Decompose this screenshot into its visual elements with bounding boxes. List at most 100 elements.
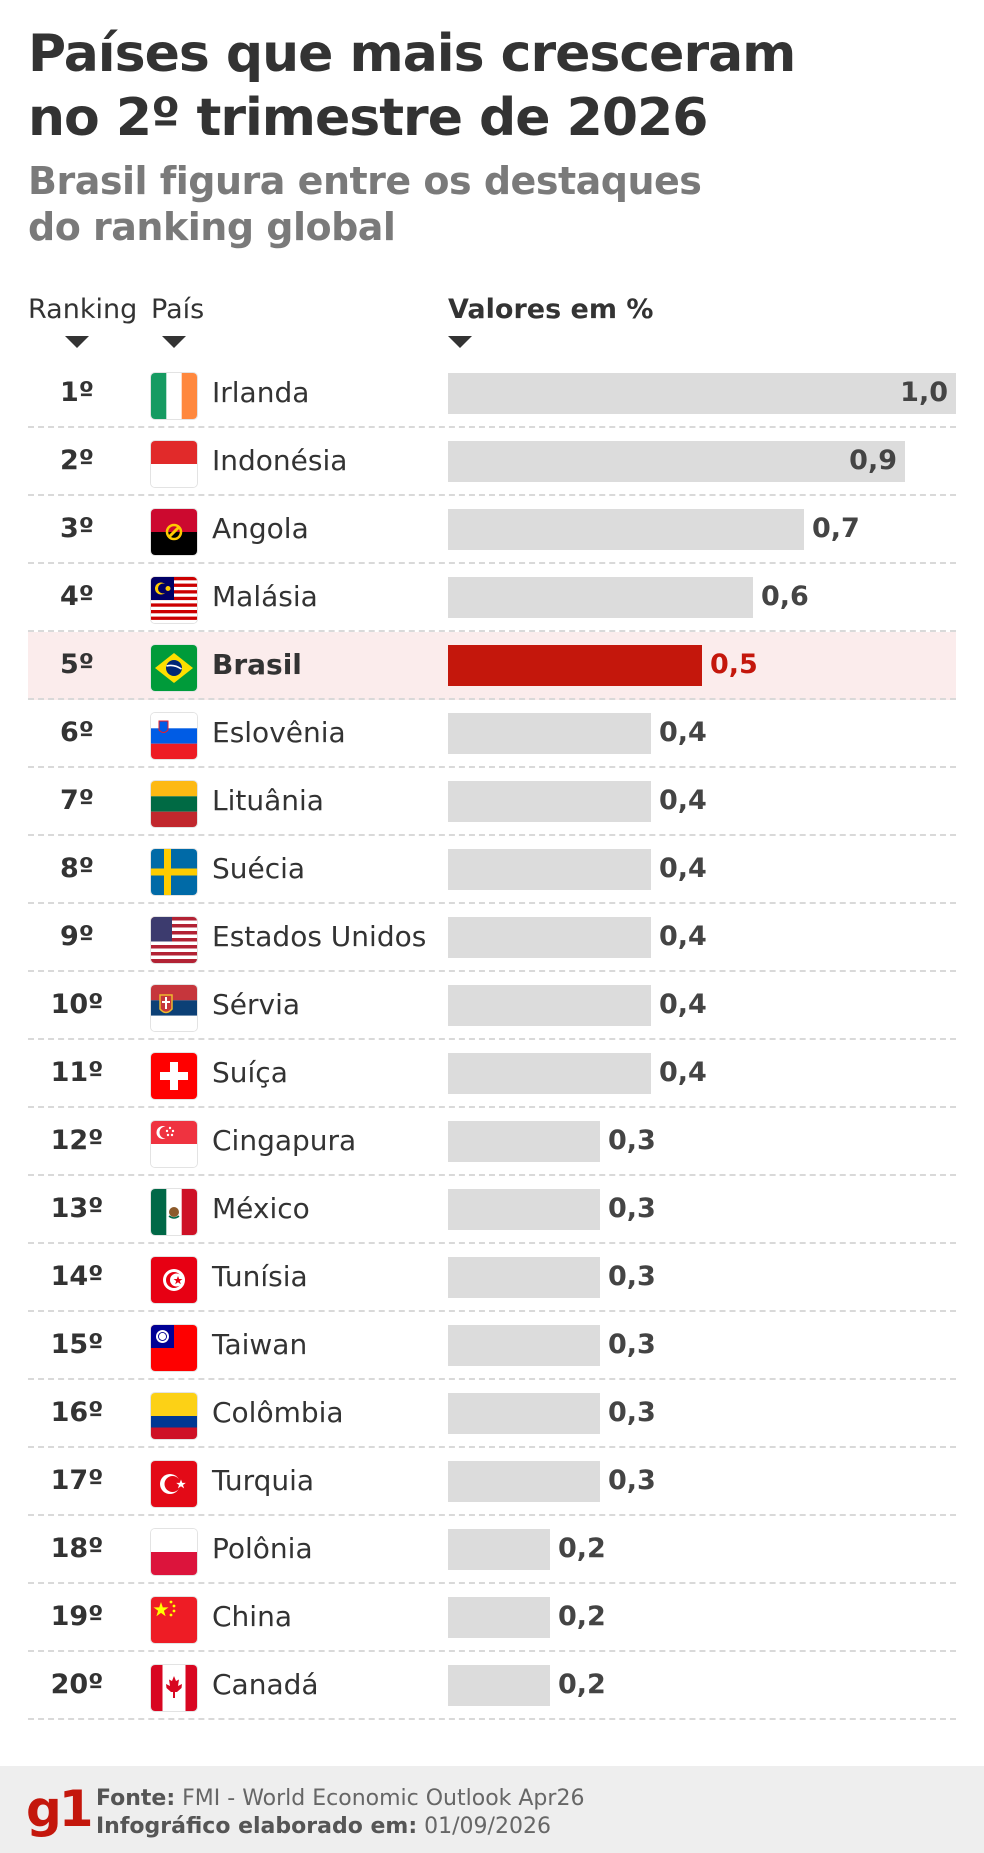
table-row: 7º Lituânia 0,4 (28, 768, 956, 836)
title-line-1: Países que mais cresceram (28, 24, 796, 84)
country-label-turquia: Turquia (212, 1464, 315, 1497)
id-flag-icon (151, 441, 197, 487)
rank-label: 3º (59, 513, 94, 544)
value-label-estados-unidos: 0,4 (659, 921, 707, 952)
country-label-angola: Angola (212, 512, 309, 545)
bar-brasil (448, 645, 702, 686)
header-ranking: Ranking (28, 294, 138, 325)
table-row: 14º Tunísia 0,3 (28, 1244, 956, 1312)
country-label-malasia: Malásia (212, 580, 318, 613)
table-row: 10º Sérvia 0,4 (28, 972, 956, 1040)
rank-label: 4º (59, 581, 94, 612)
table-row: 8º Suécia 0,4 (28, 836, 956, 904)
bar-turquia (448, 1461, 600, 1502)
mx-flag-icon (151, 1189, 197, 1235)
value-label-taiwan: 0,3 (608, 1329, 656, 1360)
bar-cingapura (448, 1121, 600, 1162)
table-row: 20º Canadá 0,2 (28, 1652, 956, 1720)
table-row: 4º Malásia 0,6 (28, 564, 956, 632)
sg-flag-icon (151, 1121, 197, 1167)
table-row: 19º China 0,2 (28, 1584, 956, 1652)
value-label-brasil: 0,5 (710, 649, 758, 680)
table-row: 18º Polônia 0,2 (28, 1516, 956, 1584)
country-label-taiwan: Taiwan (212, 1328, 308, 1361)
rank-label: 1º (59, 377, 94, 408)
tw-flag-icon (151, 1325, 197, 1371)
rank-label: 12º (50, 1125, 104, 1156)
header-country: País (151, 294, 205, 325)
subtitle-line-1: Brasil figura entre os destaques (28, 159, 702, 203)
ie-flag-icon (151, 373, 197, 419)
rank-label: 8º (59, 853, 94, 884)
country-label-servia: Sérvia (212, 988, 301, 1021)
table-row: 15º Taiwan 0,3 (28, 1312, 956, 1380)
rank-label: 19º (50, 1601, 104, 1632)
bar-lituania (448, 781, 651, 822)
ao-flag-icon (151, 509, 197, 555)
ch-flag-icon (151, 1053, 197, 1099)
bar-suecia (448, 849, 651, 890)
country-label-cingapura: Cingapura (212, 1124, 357, 1157)
source-value: FMI - World Economic Outlook Apr26 (182, 1786, 585, 1811)
country-label-polonia: Polônia (212, 1532, 313, 1565)
country-label-lituania: Lituânia (212, 784, 324, 817)
rank-label: 11º (50, 1057, 104, 1088)
country-sort-icon (162, 336, 186, 348)
cn-flag-icon (151, 1597, 197, 1643)
value-label-suica: 0,4 (659, 1057, 707, 1088)
value-label-irlanda: 1,0 (900, 377, 948, 408)
value-label-servia: 0,4 (659, 989, 707, 1020)
value-label-turquia: 0,3 (608, 1465, 656, 1496)
country-label-irlanda: Irlanda (212, 376, 310, 409)
value-label-cingapura: 0,3 (608, 1125, 656, 1156)
table-row: 2º Indonésia 0,9 (28, 428, 956, 496)
bar-eslovenia (448, 713, 651, 754)
value-label-tunisia: 0,3 (608, 1261, 656, 1292)
rank-label: 14º (50, 1261, 104, 1292)
table-row: 3º Angola 0,7 (28, 496, 956, 564)
rank-label: 13º (50, 1193, 104, 1224)
bar-estados-unidos (448, 917, 651, 958)
value-label-canada: 0,2 (558, 1669, 606, 1700)
table-row: 11º Suíça 0,4 (28, 1040, 956, 1108)
rank-label: 7º (59, 785, 94, 816)
country-label-china: China (212, 1600, 292, 1633)
table-row: 16º Colômbia 0,3 (28, 1380, 956, 1448)
ranking-sort-icon (65, 336, 89, 348)
country-label-eslovenia: Eslovênia (212, 716, 346, 749)
subtitle-line-2: do ranking global (28, 205, 396, 249)
value-label-lituania: 0,4 (659, 785, 707, 816)
br-flag-icon (151, 645, 197, 691)
made-label: Infográfico elaborado em: (96, 1814, 418, 1839)
bar-mexico (448, 1189, 600, 1230)
value-label-angola: 0,7 (812, 513, 860, 544)
my-flag-icon (151, 577, 197, 623)
title-line-2: no 2º trimestre de 2026 (28, 88, 708, 148)
values-sort-icon (448, 336, 472, 348)
bar-angola (448, 509, 804, 550)
table-row: 13º México 0,3 (28, 1176, 956, 1244)
rank-label: 16º (50, 1397, 104, 1428)
made-line: Infográfico elaborado em: 01/09/2026 (96, 1814, 551, 1839)
bar-polonia (448, 1529, 550, 1570)
bar-malasia (448, 577, 753, 618)
table-row: 9º Estados Unidos 0,4 (28, 904, 956, 972)
made-value: 01/09/2026 (424, 1814, 551, 1839)
value-label-mexico: 0,3 (608, 1193, 656, 1224)
si-flag-icon (151, 713, 197, 759)
country-label-suica: Suíça (212, 1056, 288, 1089)
pl-flag-icon (151, 1529, 197, 1575)
rank-label: 2º (59, 445, 94, 476)
rank-label: 5º (59, 649, 94, 680)
rank-label: 10º (50, 989, 104, 1020)
rank-label: 9º (59, 921, 94, 952)
table-row: 17º Turquia 0,3 (28, 1448, 956, 1516)
country-label-brasil: Brasil (212, 648, 302, 681)
country-label-canada: Canadá (212, 1668, 319, 1701)
value-label-polonia: 0,2 (558, 1533, 606, 1564)
header-values: Valores em % (448, 294, 654, 325)
rank-label: 6º (59, 717, 94, 748)
country-label-estados-unidos: Estados Unidos (212, 920, 427, 953)
table-row: 6º Eslovênia 0,4 (28, 700, 956, 768)
country-label-colombia: Colômbia (212, 1396, 344, 1429)
